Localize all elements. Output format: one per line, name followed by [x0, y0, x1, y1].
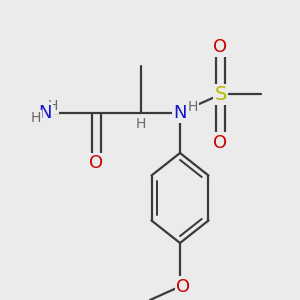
Text: N: N [38, 103, 52, 122]
Text: H: H [136, 117, 146, 131]
Text: H: H [31, 111, 41, 125]
Text: O: O [89, 154, 103, 172]
Text: N: N [173, 103, 187, 122]
Text: H: H [47, 99, 58, 113]
Text: H: H [188, 100, 198, 114]
Text: O: O [213, 134, 228, 152]
Text: O: O [176, 278, 190, 296]
Text: O: O [213, 38, 228, 56]
Text: S: S [214, 85, 227, 104]
